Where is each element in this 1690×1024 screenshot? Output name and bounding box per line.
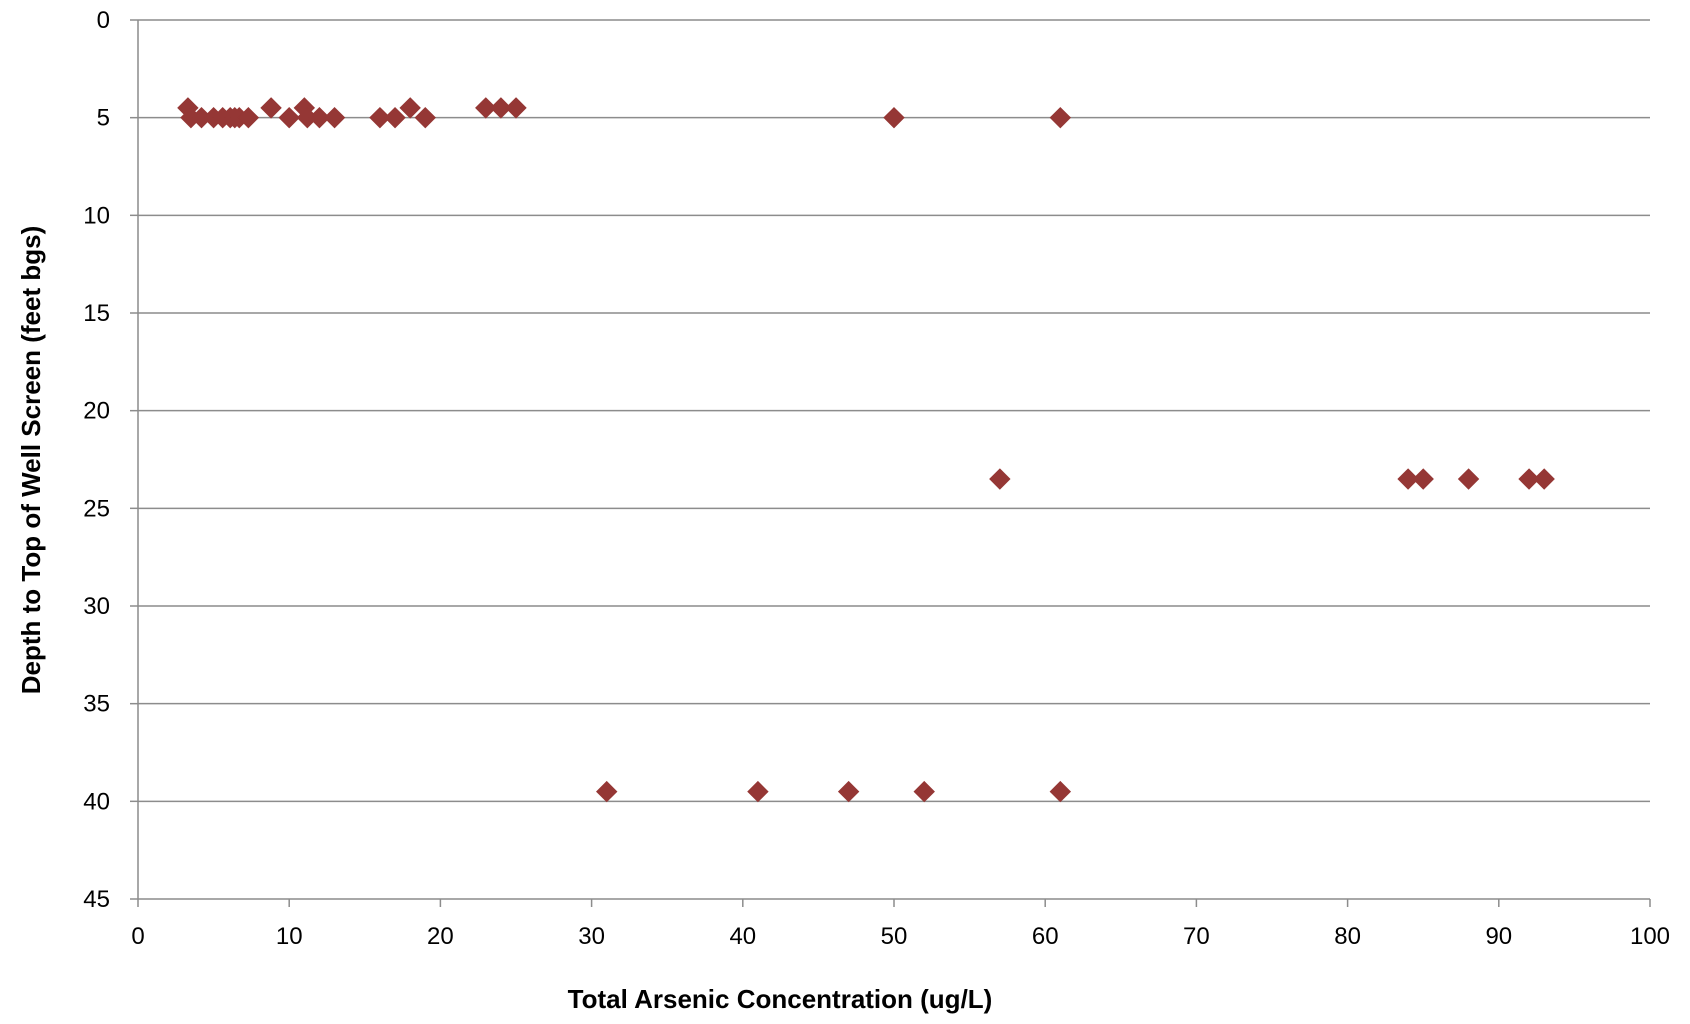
y-axis-title: Depth to Top of Well Screen (feet bgs) — [16, 226, 46, 695]
data-point — [913, 780, 935, 803]
data-point — [237, 106, 260, 129]
x-axis-title: Total Arsenic Concentration (ug/L) — [568, 984, 993, 1014]
data-point — [883, 106, 905, 129]
x-tick-label: 50 — [881, 923, 908, 950]
x-tick-label: 20 — [427, 923, 454, 950]
data-point — [1533, 468, 1555, 490]
data-point — [1049, 780, 1072, 803]
x-tick-label: 10 — [276, 923, 303, 950]
data-point — [260, 97, 282, 119]
data-point — [505, 97, 527, 119]
data-point — [323, 106, 346, 129]
data-point — [384, 106, 406, 129]
data-point — [278, 106, 300, 129]
x-tick-label: 100 — [1630, 923, 1670, 950]
data-point — [308, 106, 331, 129]
x-tick-label: 80 — [1334, 923, 1361, 950]
y-tick-label: 30 — [83, 593, 110, 620]
data-point — [747, 780, 769, 803]
y-tick-label: 0 — [97, 7, 110, 34]
y-tick-label: 45 — [83, 886, 110, 913]
y-tick-label: 25 — [83, 495, 110, 522]
data-point — [989, 468, 1011, 490]
x-tick-label: 0 — [131, 923, 144, 950]
data-point — [475, 97, 497, 119]
x-tick-label: 30 — [578, 923, 605, 950]
y-tick-label: 35 — [83, 691, 110, 718]
x-tick-label: 40 — [729, 923, 756, 950]
data-point — [1518, 468, 1540, 490]
data-point — [596, 780, 618, 803]
y-tick-label: 15 — [83, 300, 110, 327]
data-point — [1457, 468, 1480, 490]
data-point — [837, 780, 860, 803]
data-point — [1049, 106, 1072, 129]
grid-lines — [138, 19, 1650, 803]
y-tick-label: 10 — [83, 202, 110, 229]
y-tick-label: 20 — [83, 398, 110, 425]
data-points — [177, 97, 1555, 803]
x-tick-label: 70 — [1183, 923, 1210, 950]
axes — [130, 19, 1651, 907]
x-tick-label: 60 — [1032, 923, 1059, 950]
data-point — [399, 97, 421, 119]
y-tick-label: 5 — [97, 105, 110, 132]
data-point — [414, 106, 436, 129]
data-point — [369, 106, 391, 129]
tick-labels: 0 5 10 15 20 25 30 35 40 45 0 10 20 30 40 50 60 70 80 90 100 — [83, 7, 1670, 950]
data-point — [490, 97, 512, 119]
y-tick-label: 40 — [83, 788, 110, 815]
data-point — [1412, 468, 1434, 490]
data-point — [1397, 468, 1419, 490]
x-tick-label: 90 — [1485, 923, 1512, 950]
